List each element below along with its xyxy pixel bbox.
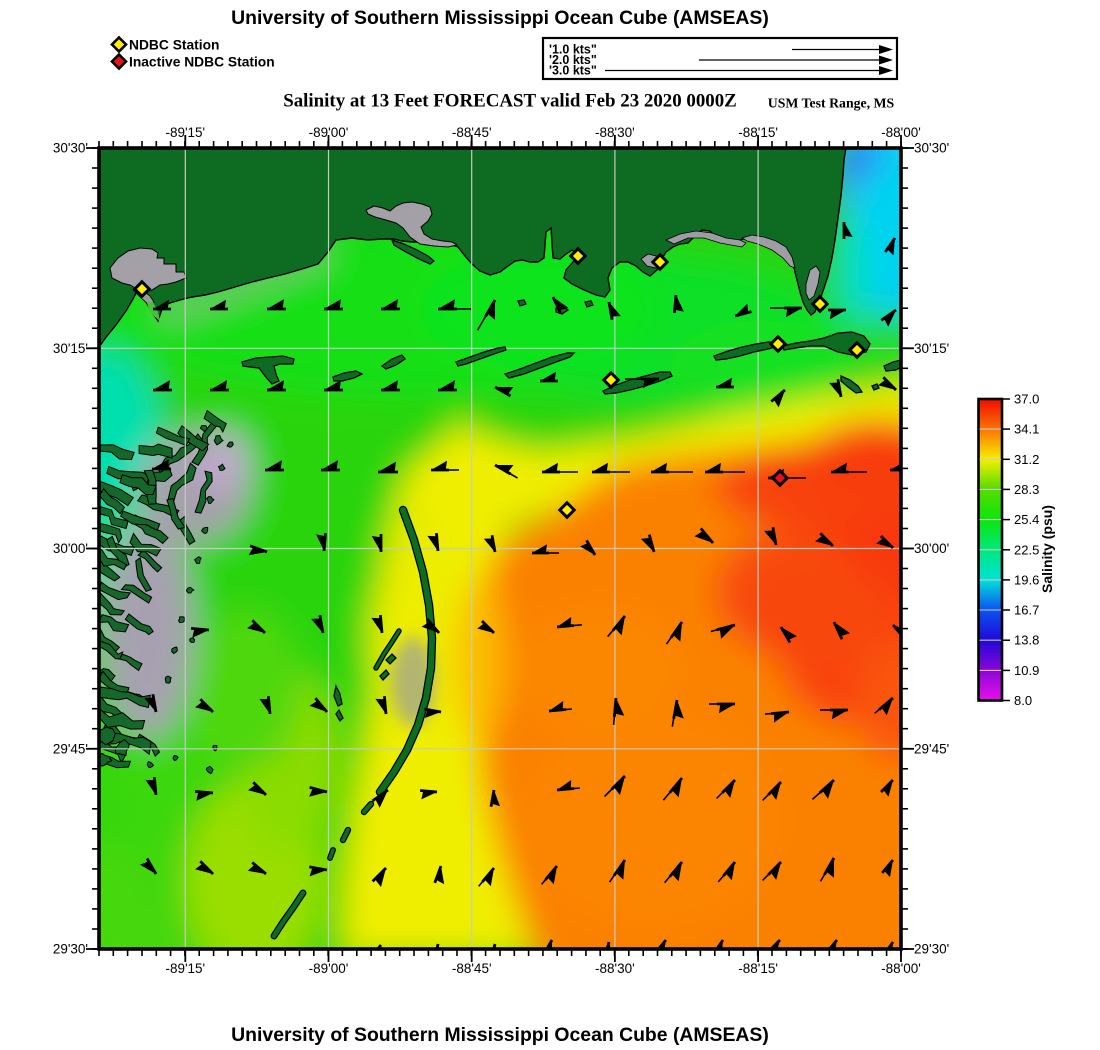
svg-text:USM Test Range, MS: USM Test Range, MS	[768, 96, 895, 111]
svg-text:-88'00': -88'00'	[881, 961, 921, 976]
svg-text:30'15': 30'15'	[53, 341, 88, 356]
svg-text:-89'15': -89'15'	[165, 961, 205, 976]
svg-text:29'30': 29'30'	[53, 942, 88, 957]
svg-text:25.4: 25.4	[1014, 512, 1039, 527]
svg-text:-88'45': -88'45'	[452, 125, 492, 140]
svg-text:Salinity at 13 Feet FORECAST v: Salinity at 13 Feet FORECAST valid Feb 2…	[283, 91, 737, 112]
svg-text:-88'45': -88'45'	[452, 961, 492, 976]
svg-text:Inactive NDBC Station: Inactive NDBC Station	[129, 55, 275, 70]
svg-text:-89'00': -89'00'	[309, 125, 349, 140]
svg-text:University of Southern Mississ: University of Southern Mississippi Ocean…	[231, 7, 769, 29]
svg-text:30'30': 30'30'	[914, 141, 949, 156]
svg-text:-88'30': -88'30'	[595, 125, 635, 140]
svg-text:30'00': 30'00'	[53, 541, 88, 556]
svg-text:-89'15': -89'15'	[165, 125, 205, 140]
svg-text:13.8: 13.8	[1014, 633, 1039, 648]
svg-text:10.9: 10.9	[1014, 663, 1039, 678]
svg-text:30'00': 30'00'	[914, 541, 949, 556]
svg-text:-88'15': -88'15'	[738, 961, 778, 976]
svg-text:'3.0 kts": '3.0 kts"	[549, 64, 597, 78]
svg-text:29'30': 29'30'	[914, 942, 949, 957]
svg-text:-88'30': -88'30'	[595, 961, 635, 976]
svg-text:34.1: 34.1	[1014, 422, 1039, 437]
svg-text:'2.0 kts": '2.0 kts"	[549, 53, 597, 67]
svg-text:30'15': 30'15'	[914, 341, 949, 356]
svg-text:31.2: 31.2	[1014, 452, 1039, 467]
svg-text:16.7: 16.7	[1014, 603, 1039, 618]
svg-text:-88'15': -88'15'	[738, 125, 778, 140]
svg-text:29'45': 29'45'	[53, 741, 88, 756]
svg-text:'1.0 kts": '1.0 kts"	[549, 43, 597, 57]
svg-text:28.3: 28.3	[1014, 482, 1039, 497]
svg-text:Salinity (psu): Salinity (psu)	[1039, 505, 1055, 593]
svg-text:-88'00': -88'00'	[881, 125, 921, 140]
svg-text:29'45': 29'45'	[914, 741, 949, 756]
svg-text:NDBC Station: NDBC Station	[129, 38, 219, 53]
svg-text:8.0: 8.0	[1014, 693, 1032, 708]
svg-text:37.0: 37.0	[1014, 392, 1039, 407]
svg-text:19.6: 19.6	[1014, 572, 1039, 587]
svg-text:University of Southern Mississ: University of Southern Mississippi Ocean…	[231, 1024, 769, 1046]
svg-text:22.5: 22.5	[1014, 542, 1039, 557]
svg-text:30'30': 30'30'	[53, 141, 88, 156]
svg-text:-89'00': -89'00'	[309, 961, 349, 976]
